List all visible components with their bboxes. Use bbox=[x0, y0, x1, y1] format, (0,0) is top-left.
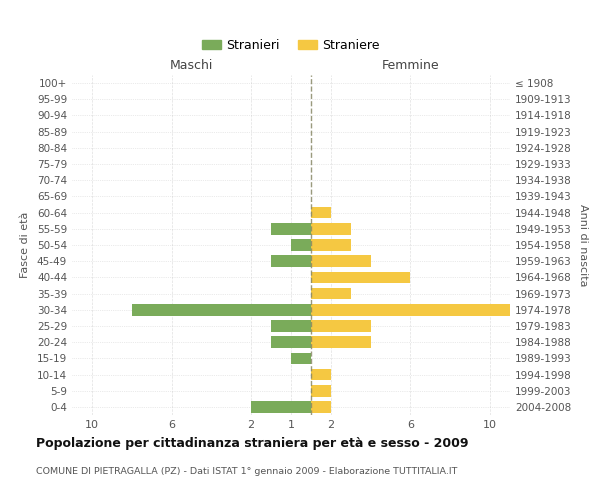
Text: Femmine: Femmine bbox=[382, 59, 439, 72]
Y-axis label: Anni di nascita: Anni di nascita bbox=[578, 204, 588, 286]
Bar bbox=[311, 304, 510, 316]
Bar bbox=[251, 401, 311, 412]
Bar bbox=[271, 336, 311, 348]
Bar bbox=[291, 352, 311, 364]
Bar bbox=[271, 256, 311, 267]
Text: COMUNE DI PIETRAGALLA (PZ) - Dati ISTAT 1° gennaio 2009 - Elaborazione TUTTITALI: COMUNE DI PIETRAGALLA (PZ) - Dati ISTAT … bbox=[36, 468, 457, 476]
Bar bbox=[311, 320, 371, 332]
Text: Popolazione per cittadinanza straniera per età e sesso - 2009: Popolazione per cittadinanza straniera p… bbox=[36, 438, 469, 450]
Y-axis label: Fasce di età: Fasce di età bbox=[20, 212, 30, 278]
Bar bbox=[291, 239, 311, 251]
Bar bbox=[311, 368, 331, 380]
Bar bbox=[271, 223, 311, 234]
Legend: Stranieri, Straniere: Stranieri, Straniere bbox=[197, 34, 385, 56]
Bar bbox=[271, 320, 311, 332]
Text: Maschi: Maschi bbox=[170, 59, 213, 72]
Bar bbox=[311, 256, 371, 267]
Bar bbox=[311, 385, 331, 396]
Bar bbox=[311, 288, 351, 300]
Bar bbox=[311, 272, 410, 283]
Bar bbox=[311, 223, 351, 234]
Bar bbox=[311, 401, 331, 412]
Bar bbox=[311, 207, 331, 218]
Bar bbox=[132, 304, 311, 316]
Bar bbox=[311, 239, 351, 251]
Bar bbox=[311, 336, 371, 348]
